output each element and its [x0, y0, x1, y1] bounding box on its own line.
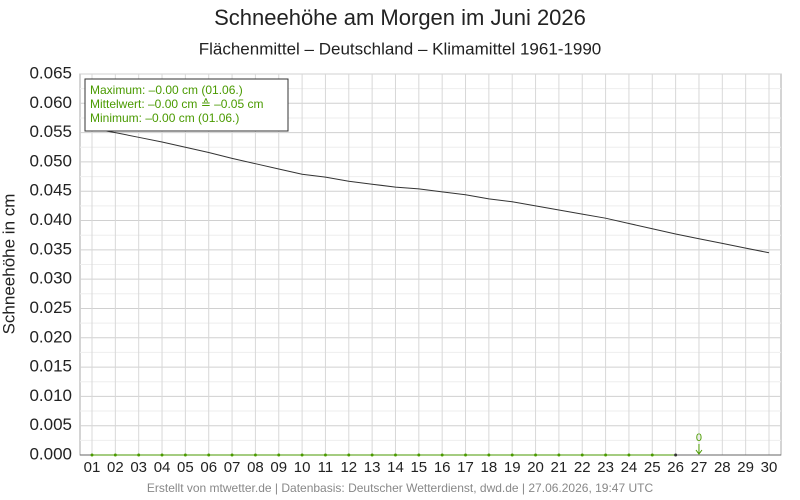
x-tick-label: 29: [737, 459, 754, 476]
y-tick-label: 0.020: [29, 327, 72, 346]
series-line: [91, 128, 770, 254]
y-tick-label: 0.015: [29, 357, 72, 376]
x-tick-label: 30: [761, 459, 778, 476]
data-point: [580, 453, 584, 457]
data-point: [627, 453, 631, 457]
x-tick-label: 01: [84, 459, 101, 476]
data-point: [207, 453, 211, 457]
y-tick-label: 0.040: [29, 210, 72, 229]
x-tick-label: 18: [481, 459, 498, 476]
x-tick-label: 06: [200, 459, 217, 476]
x-tick-label: 04: [154, 459, 171, 476]
y-tick-label: 0.025: [29, 298, 72, 317]
y-tick-label: 0.000: [29, 444, 72, 463]
x-tick-label: 21: [551, 459, 568, 476]
chart-title: Schneehöhe am Morgen im Juni 2026: [214, 5, 586, 30]
data-point: [534, 453, 538, 457]
x-tick-label: 22: [574, 459, 591, 476]
x-tick-label: 13: [364, 459, 381, 476]
x-tick-label: 25: [644, 459, 661, 476]
data-point: [604, 453, 608, 457]
annotation: 0: [696, 432, 702, 444]
data-point: [300, 453, 304, 457]
x-tick-label: 09: [270, 459, 287, 476]
data-point: [370, 453, 374, 457]
x-tick-label: 20: [527, 459, 544, 476]
x-tick-label: 23: [597, 459, 614, 476]
y-tick-label: 0.030: [29, 269, 72, 288]
y-tick-label: 0.005: [29, 415, 72, 434]
x-tick-label: 08: [247, 459, 264, 476]
x-tick-label: 14: [387, 459, 404, 476]
x-tick-label: 15: [410, 459, 427, 476]
x-tick-label: 19: [504, 459, 521, 476]
x-tick-label: 11: [318, 459, 334, 476]
footer: Erstellt von mtwetter.de | Datenbasis: D…: [147, 481, 654, 495]
stats-box: [84, 78, 289, 132]
x-tick-label: 03: [130, 459, 147, 476]
y-tick-label: 0.050: [29, 151, 72, 170]
y-tick-label: 0.055: [29, 122, 72, 141]
x-tick-label: 27: [691, 459, 708, 476]
chart-subtitle: Flächenmittel – Deutschland – Klimamitte…: [199, 39, 602, 58]
x-tick-label: 26: [667, 459, 684, 476]
data-point: [137, 453, 141, 457]
x-tick-label: 07: [224, 459, 241, 476]
data-point: [650, 453, 654, 457]
x-tick-label: 12: [340, 459, 357, 476]
y-axis-label: Schneehöhe in cm: [0, 194, 18, 335]
stats-text: Mittelwert: –0.00 cm ≙ –0.05 cm: [90, 97, 263, 111]
data-point: [323, 453, 327, 457]
data-point: [160, 453, 164, 457]
data-point: [90, 453, 94, 457]
x-tick-label: 17: [457, 459, 474, 476]
data-point: [464, 453, 468, 457]
data-point: [253, 453, 257, 457]
x-tick-label: 02: [107, 459, 124, 476]
y-tick-label: 0.065: [29, 63, 72, 82]
data-point: [347, 453, 351, 457]
data-point: [510, 453, 514, 457]
y-tick-label: 0.060: [29, 93, 72, 112]
data-point: [557, 453, 561, 457]
x-tick-label: 24: [621, 459, 638, 476]
data-point: [183, 453, 187, 457]
y-tick-label: 0.045: [29, 181, 72, 200]
x-tick-label: 05: [177, 459, 194, 476]
y-tick-label: 0.010: [29, 386, 72, 405]
annotation-arrow: [695, 444, 703, 455]
y-tick-label: 0.035: [29, 239, 72, 258]
data-point: [277, 453, 281, 457]
data-point: [417, 453, 421, 457]
data-point: [674, 453, 678, 457]
data-point: [113, 453, 117, 457]
x-tick-label: 16: [434, 459, 451, 476]
data-point: [393, 453, 397, 457]
x-tick-label: 10: [294, 459, 311, 476]
stats-text: Maximum: –0.00 cm (01.06.): [90, 83, 243, 97]
data-point: [230, 453, 234, 457]
x-tick-label: 28: [714, 459, 731, 476]
stats-text: Minimum: –0.00 cm (01.06.): [90, 111, 239, 125]
data-point: [487, 453, 491, 457]
data-point: [440, 453, 444, 457]
